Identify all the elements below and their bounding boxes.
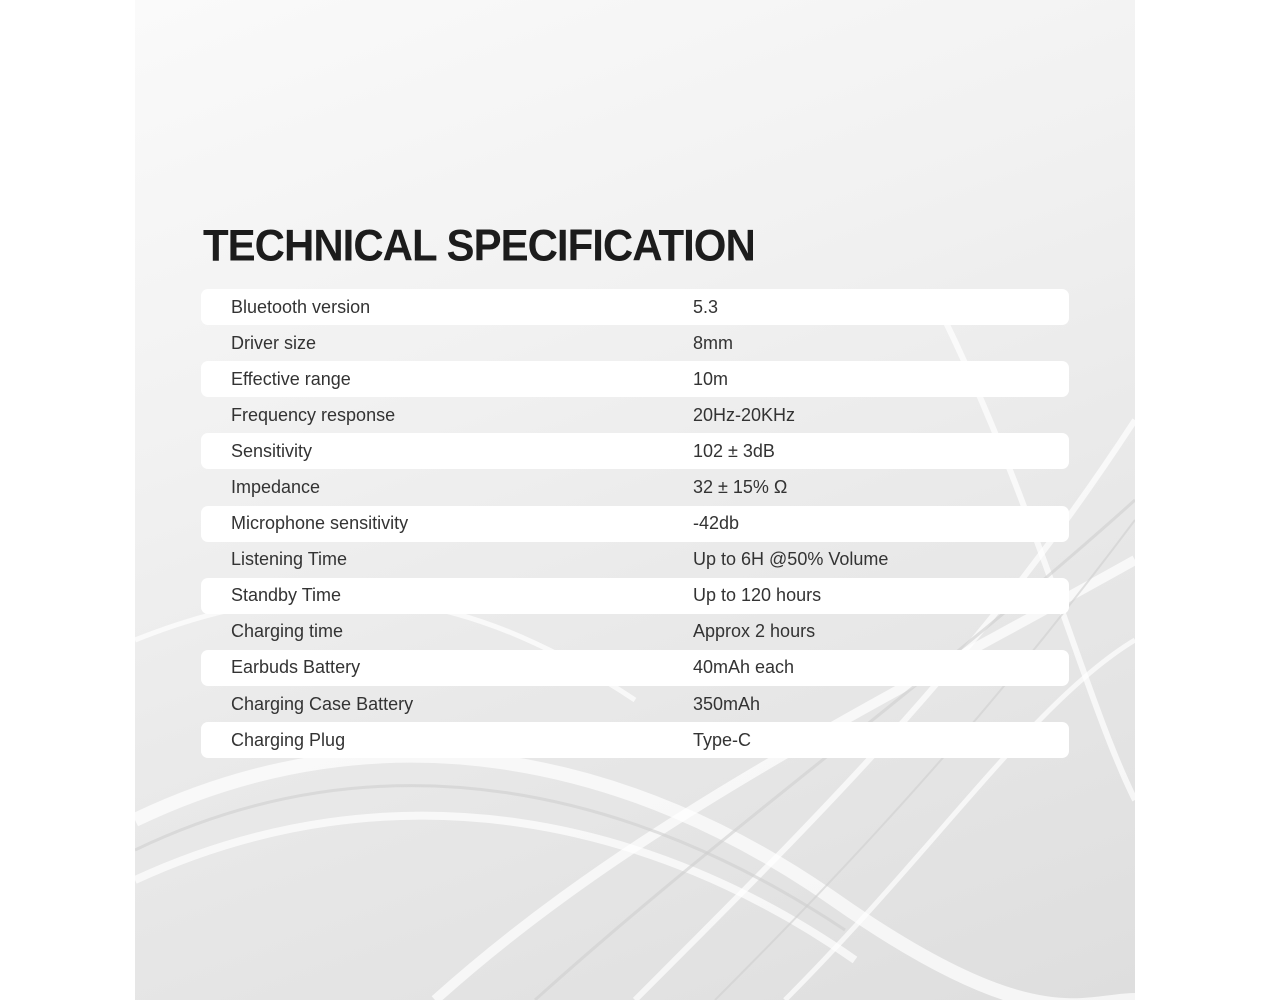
spec-value: 102 ± 3dB [693, 440, 775, 461]
spec-label: Earbuds Battery [231, 657, 361, 678]
spec-value: 20Hz-20KHz [693, 404, 796, 425]
spec-label: Bluetooth version [231, 296, 371, 317]
spec-label: Listening Time [231, 549, 348, 570]
spec-row: Listening Time Up to 6H @50% Volume [201, 542, 1069, 578]
spec-label: Charging time [231, 621, 344, 642]
spec-row: Charging time Approx 2 hours [201, 614, 1069, 650]
spec-row: Earbuds Battery 40mAh each [201, 649, 1069, 687]
spec-row: Driver size 8mm [201, 325, 1069, 361]
spec-value: 5.3 [693, 296, 719, 317]
spec-label: Charging Case Battery [231, 693, 414, 714]
spec-label: Charging Plug [231, 729, 346, 750]
spec-value: Type-C [693, 729, 752, 750]
spec-row: Sensitivity 102 ± 3dB [201, 433, 1069, 470]
spec-value: Up to 120 hours [693, 585, 822, 606]
spec-value: -42db [693, 513, 740, 534]
spec-label: Standby Time [231, 585, 342, 606]
spec-row: Standby Time Up to 120 hours [201, 577, 1069, 614]
spec-row: Charging Case Battery 350mAh [201, 686, 1069, 722]
spec-panel: TECHNICAL SPECIFICATION Bluetooth versio… [135, 0, 1135, 1000]
spec-table: Bluetooth version 5.3 Driver size 8mm Effect… [201, 289, 1069, 759]
page-title: TECHNICAL SPECIFICATION [203, 220, 756, 271]
spec-value: 32 ± 15% Ω [693, 477, 788, 498]
spec-value: 40mAh each [693, 657, 795, 678]
spec-value: Up to 6H @50% Volume [693, 549, 889, 570]
spec-label: Frequency response [231, 404, 396, 425]
spec-row: Charging Plug Type-C [201, 722, 1069, 759]
spec-label: Effective range [231, 368, 351, 389]
spec-row: Impedance 32 ± 15% Ω [201, 469, 1069, 505]
spec-label: Sensitivity [231, 440, 313, 461]
spec-value: 8mm [693, 332, 733, 353]
spec-row: Bluetooth version 5.3 [201, 289, 1069, 326]
spec-label: Driver size [231, 332, 317, 353]
spec-value: 350mAh [693, 693, 761, 714]
spec-row: Effective range 10m [201, 361, 1069, 398]
spec-label: Impedance [231, 477, 321, 498]
spec-row: Frequency response 20Hz-20KHz [201, 397, 1069, 433]
spec-value: 10m [693, 368, 729, 389]
spec-value: Approx 2 hours [693, 621, 816, 642]
spec-row: Microphone sensitivity -42db [201, 505, 1069, 542]
spec-label: Microphone sensitivity [231, 513, 409, 534]
